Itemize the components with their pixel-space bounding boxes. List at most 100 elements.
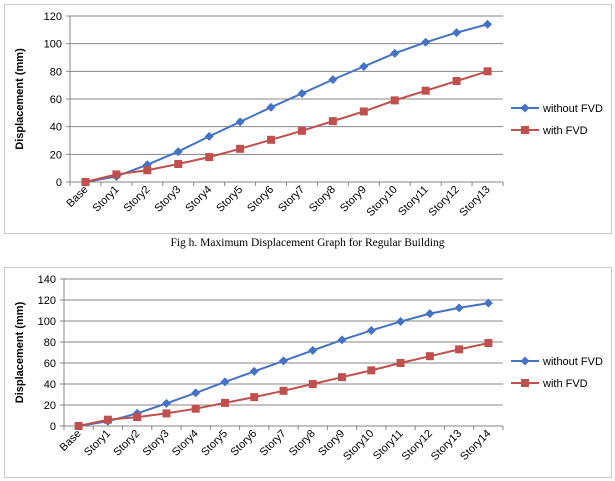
data-point-square: [484, 339, 493, 348]
series-line: [85, 23, 488, 183]
y-tick-label: 40: [50, 122, 62, 134]
data-point-diamond: [421, 37, 431, 47]
data-point-square: [191, 404, 200, 413]
data-point-square: [425, 352, 434, 361]
data-point-square: [162, 409, 171, 418]
x-tick-label: Story4: [170, 428, 201, 459]
x-tick-label: Story14: [458, 428, 493, 463]
legend-marker-diamond: [520, 103, 530, 113]
data-point-square: [81, 178, 90, 186]
data-point-square: [421, 86, 430, 95]
x-tick-label: Story11: [396, 184, 431, 219]
data-point-diamond: [161, 398, 171, 408]
data-point-diamond: [483, 19, 493, 29]
chart-second-building: 0 20 40 60 80 100 120 140 Base Story1 Story2 Story3…: [4, 267, 612, 478]
data-point-diamond: [452, 28, 462, 38]
x-tick-label: Story5: [214, 184, 245, 215]
x-tick-label: Story7: [258, 428, 289, 459]
data-point-square: [328, 117, 337, 126]
data-point-square: [103, 415, 112, 424]
y-tick-label: 120: [38, 295, 56, 307]
data-point-diamond: [359, 61, 369, 71]
x-tick-label: Base: [58, 428, 84, 454]
data-point-square: [452, 77, 461, 86]
y-tick-label: 120: [44, 11, 62, 23]
data-point-square: [483, 67, 492, 76]
legend-label: without FVD: [542, 356, 603, 368]
y-tick-label: 60: [50, 94, 62, 106]
x-tick-label: Story2: [121, 184, 152, 215]
y-axis-label: Displacement (mm): [14, 48, 26, 150]
data-point-diamond: [328, 75, 338, 85]
data-point-square: [143, 166, 152, 175]
x-tick-label: Story6: [228, 428, 259, 459]
chart-svg: 0 20 40 60 80 100 120 140 BaseStory1Story2Story3…: [14, 274, 603, 463]
legend-marker-diamond: [520, 356, 530, 366]
data-point-diamond: [266, 102, 276, 112]
legend-label: without FVD: [542, 103, 603, 115]
x-tick-label: Base: [64, 184, 90, 210]
data-point-diamond: [390, 48, 400, 58]
data-point-diamond: [483, 298, 493, 308]
data-point-diamond: [396, 317, 406, 327]
legend-marker-square: [521, 379, 529, 387]
legend-label: with FVD: [542, 378, 588, 390]
series-line: [85, 70, 488, 183]
data-point-square: [359, 107, 368, 116]
data-point-square: [220, 398, 229, 407]
data-point-square: [267, 135, 276, 144]
chart-regular-building: 0 20 40 60 80 100 120 Base Story1 Story2 Story3 Sto…: [4, 4, 612, 234]
x-tick-label: Story10: [365, 184, 400, 219]
x-tick-label: Story13: [429, 428, 464, 463]
data-point-diamond: [220, 377, 230, 387]
x-tick-label: Story13: [457, 184, 492, 219]
x-tick-label: Story1: [82, 428, 113, 459]
data-point-square: [308, 380, 317, 388]
y-tick-label: 60: [44, 358, 56, 370]
data-point-square: [455, 345, 464, 354]
data-point-square: [338, 373, 347, 382]
y-tick-label: 100: [44, 39, 62, 51]
x-tick-label: Story5: [199, 428, 230, 459]
data-point-diamond: [454, 303, 464, 313]
data-point-square: [133, 413, 142, 422]
data-point-square: [367, 366, 376, 375]
x-tick-label: Story11: [371, 428, 406, 463]
data-point-diamond: [204, 131, 214, 141]
x-tick-label: Story8: [287, 428, 318, 459]
x-tick-label: Story7: [276, 184, 307, 215]
y-tick-label: 20: [50, 149, 62, 161]
x-tick-label: Story1: [91, 184, 122, 215]
data-point-diamond: [279, 356, 288, 366]
data-point-square: [297, 126, 306, 135]
figure-caption: Fig h. Maximum Displacement Graph for Re…: [170, 237, 445, 249]
data-point-diamond: [337, 335, 347, 345]
x-tick-label: Story3: [152, 184, 183, 215]
data-point-square: [112, 170, 121, 179]
y-tick-label: 0: [50, 421, 56, 433]
x-tick-label: Story12: [426, 184, 461, 219]
data-point-square: [279, 386, 288, 395]
x-tick-label: Story3: [141, 428, 172, 459]
legend-label: with FVD: [542, 125, 588, 137]
data-point-square: [74, 422, 83, 430]
data-point-diamond: [308, 345, 318, 355]
data-point-square: [250, 393, 259, 402]
data-point-diamond: [297, 88, 307, 98]
x-tick-label: Story12: [400, 428, 435, 463]
data-point-diamond: [191, 388, 201, 398]
y-tick-label: 100: [38, 316, 56, 328]
data-point-square: [174, 160, 183, 169]
y-axis-label: Displacement (mm): [14, 301, 26, 403]
data-point-diamond: [173, 147, 183, 157]
x-tick-label: Story6: [245, 184, 276, 215]
y-tick-label: 0: [56, 177, 62, 189]
y-tick-label: 20: [44, 400, 56, 412]
x-tick-label: Story4: [183, 184, 214, 215]
y-tick-label: 80: [44, 337, 56, 349]
data-point-square: [390, 96, 399, 105]
y-tick-label: 140: [38, 274, 56, 286]
data-point-diamond: [366, 325, 376, 335]
data-point-square: [205, 153, 214, 162]
